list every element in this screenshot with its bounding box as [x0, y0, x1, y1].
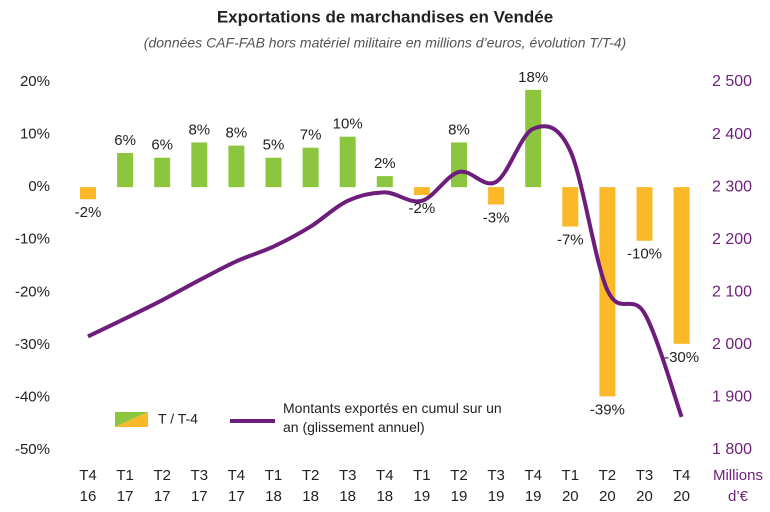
- data-label: 5%: [263, 137, 285, 154]
- bar: [673, 187, 690, 344]
- bar: [413, 187, 430, 196]
- x-tick-label: T2: [450, 467, 468, 484]
- x-tick-label: 19: [414, 488, 431, 505]
- x-tick-label: 20: [562, 488, 579, 505]
- x-tick-label: T1: [413, 467, 431, 484]
- bar: [191, 142, 208, 188]
- data-label: -39%: [590, 401, 625, 418]
- x-tick-label: T2: [599, 467, 617, 484]
- y2-tick-label: 2 200: [712, 231, 752, 248]
- x-tick-label: T4: [673, 467, 691, 484]
- x-tick-label: T3: [191, 467, 209, 484]
- bar: [154, 157, 171, 188]
- y-tick-label: 0%: [28, 178, 50, 195]
- x-tick-label: 20: [673, 488, 690, 505]
- x-tick-label: 17: [228, 488, 245, 505]
- y-tick-label: -50%: [15, 441, 50, 458]
- x-tick-label: 20: [636, 488, 653, 505]
- y-tick-label: -40%: [15, 388, 50, 405]
- y2-axis-label: Millions: [713, 467, 763, 484]
- bar: [117, 152, 134, 188]
- x-tick-label: 18: [376, 488, 393, 505]
- data-label: 6%: [114, 132, 136, 149]
- bar: [488, 187, 505, 205]
- x-tick-label: T2: [302, 467, 320, 484]
- y-tick-label: -30%: [15, 336, 50, 353]
- legend-label: Montants exportés en cumul sur un an (gl…: [283, 400, 502, 435]
- x-tick-label: T1: [562, 467, 580, 484]
- data-label: 8%: [448, 121, 470, 138]
- y2-axis-label: d’€: [728, 488, 749, 505]
- data-label: -7%: [557, 232, 584, 249]
- data-label: 2%: [374, 155, 396, 172]
- x-tick-label: T4: [79, 467, 97, 484]
- x-tick-label: T4: [376, 467, 394, 484]
- x-tick-label: T2: [153, 467, 171, 484]
- data-label: -2%: [409, 200, 436, 217]
- chart-title: Exportations de marchandises en Vendée: [217, 7, 553, 26]
- data-label: 8%: [188, 121, 210, 138]
- y-tick-label: -10%: [15, 231, 50, 248]
- data-label: 10%: [333, 116, 363, 133]
- x-tick-label: 19: [525, 488, 542, 505]
- y-tick-label: -20%: [15, 283, 50, 300]
- data-label: 18%: [518, 69, 548, 86]
- legend-label: T / T-4: [158, 411, 198, 427]
- x-tick-label: T1: [116, 467, 134, 484]
- y2-tick-label: 2 100: [712, 284, 752, 301]
- data-label: -10%: [627, 246, 662, 263]
- y2-tick-label: 2 000: [712, 336, 752, 353]
- x-tick-label: 17: [154, 488, 171, 505]
- y-tick-label: 10%: [20, 126, 50, 143]
- data-label: 6%: [151, 137, 173, 154]
- legend-swatch: [115, 412, 148, 427]
- data-label: -30%: [664, 349, 699, 366]
- bar: [228, 145, 245, 188]
- x-tick-label: 20: [599, 488, 616, 505]
- y-tick-label: 20%: [20, 73, 50, 90]
- x-tick-label: 19: [451, 488, 468, 505]
- chart-subtitle: (données CAF-FAB hors matériel militaire…: [144, 35, 626, 51]
- bar: [451, 142, 467, 188]
- data-label: -2%: [75, 204, 102, 221]
- x-tick-label: T3: [487, 467, 505, 484]
- bar: [376, 176, 393, 188]
- x-tick-label: 17: [191, 488, 208, 505]
- data-label: 8%: [226, 125, 248, 142]
- y2-tick-label: 2 300: [712, 178, 752, 195]
- x-tick-label: 18: [265, 488, 282, 505]
- data-label: -3%: [483, 209, 510, 226]
- bar: [80, 187, 96, 200]
- x-tick-label: T4: [228, 467, 246, 484]
- x-tick-label: T4: [524, 467, 542, 484]
- bar: [636, 187, 653, 241]
- y2-tick-label: 1 800: [712, 441, 752, 458]
- x-tick-label: T1: [265, 467, 283, 484]
- x-tick-label: 18: [339, 488, 356, 505]
- bar: [525, 89, 542, 188]
- bar: [562, 187, 579, 227]
- bar: [265, 157, 282, 188]
- x-tick-label: T3: [339, 467, 357, 484]
- x-tick-label: T3: [636, 467, 654, 484]
- x-tick-label: 19: [488, 488, 505, 505]
- y2-tick-label: 1 900: [712, 389, 752, 406]
- line: [87, 124, 684, 418]
- bar: [302, 147, 319, 188]
- x-tick-label: 17: [117, 488, 134, 505]
- data-label: 7%: [300, 127, 322, 144]
- y2-tick-label: 2 500: [712, 73, 752, 90]
- y2-tick-label: 2 400: [712, 126, 752, 143]
- x-tick-label: 18: [302, 488, 319, 505]
- x-tick-label: 16: [80, 488, 97, 505]
- bar: [339, 136, 356, 188]
